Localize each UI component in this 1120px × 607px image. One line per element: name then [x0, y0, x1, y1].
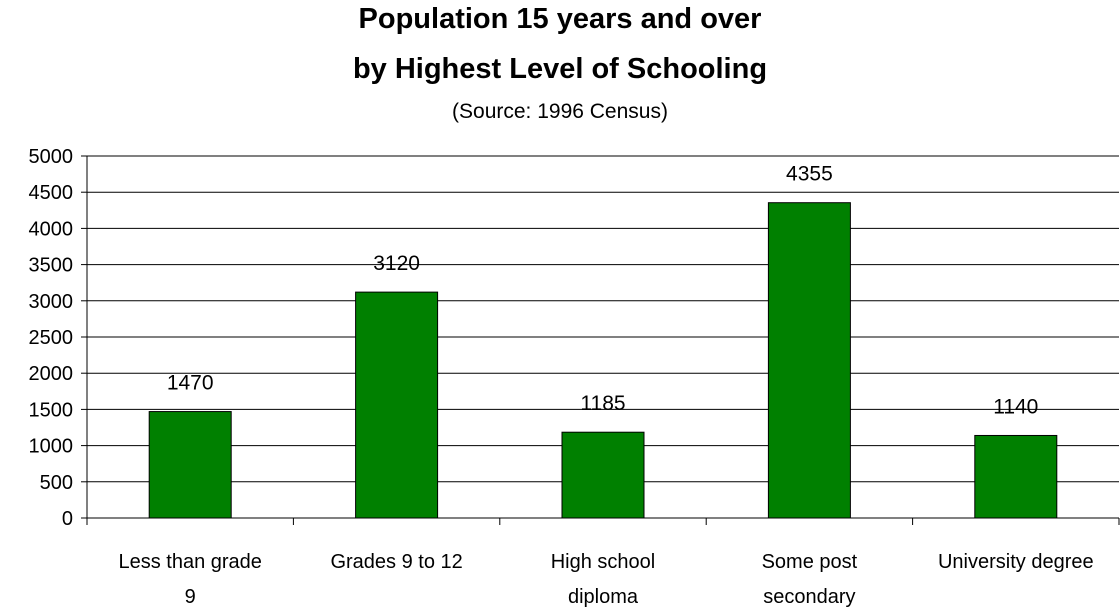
x-tick-label: Grades 9 to 12 [330, 551, 462, 573]
data-label: 1140 [993, 395, 1038, 418]
x-tick-label: 9 [185, 586, 196, 607]
y-tick-label: 0 [62, 508, 73, 530]
y-tick-label: 500 [40, 472, 73, 494]
data-label: 1185 [580, 392, 625, 415]
y-tick-label: 3500 [29, 255, 74, 277]
chart-title: Population 15 years and over [358, 3, 762, 35]
x-tick-label: secondary [763, 586, 855, 607]
y-tick-label: 1000 [29, 436, 74, 458]
y-tick-label: 3000 [29, 291, 74, 313]
x-tick-label: University degree [938, 551, 1094, 573]
bar [767, 202, 851, 519]
y-tick-label: 4000 [29, 218, 74, 240]
bar [974, 434, 1058, 519]
y-tick-label: 2000 [29, 363, 74, 385]
bars [148, 202, 1058, 519]
chart-subtitle: (Source: 1996 Census) [452, 100, 668, 123]
bar [561, 431, 645, 519]
x-tick-label: Some post [762, 551, 858, 573]
labels: 0 500 1000 1500 2000 2500 3000 3500 4000 4500 5000… [29, 146, 1094, 607]
y-tick-label: 4500 [29, 182, 74, 204]
y-tick-label: 2500 [29, 327, 74, 349]
x-tick-label: Less than grade [118, 551, 261, 573]
x-tick-label: diploma [568, 586, 639, 607]
y-tick-label: 5000 [29, 146, 74, 168]
data-label: 1470 [167, 372, 214, 395]
data-label: 3120 [373, 252, 420, 275]
y-tick-label: 1500 [29, 399, 74, 421]
x-tick-label: High school [551, 551, 656, 573]
chart-title-line-2: by Highest Level of Schooling [352, 53, 768, 85]
data-label: 4355 [786, 163, 833, 186]
bar [355, 291, 439, 519]
bar [148, 411, 232, 519]
gridlines [87, 155, 1119, 483]
